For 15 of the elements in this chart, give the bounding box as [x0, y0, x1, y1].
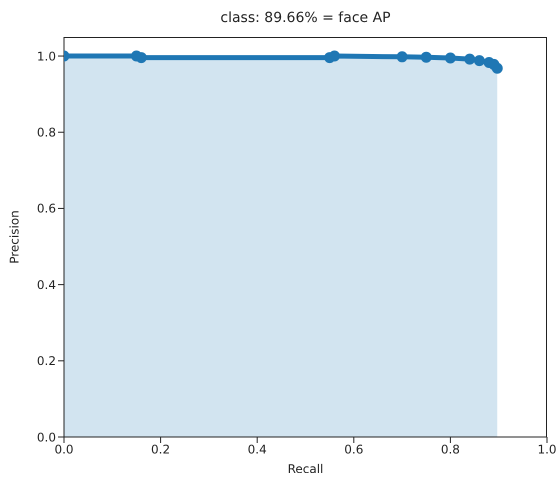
x-tick-label: 0.8 — [440, 442, 460, 457]
x-axis-title: Recall — [288, 462, 324, 476]
y-axis-title: Precision — [7, 210, 22, 264]
y-tick-label: 0.6 — [36, 202, 56, 216]
x-tick-label: 0.0 — [54, 442, 74, 457]
x-tick-label: 0.6 — [344, 442, 364, 457]
y-tick-label: 0.0 — [36, 430, 56, 444]
chart-title: class: 89.66% = face AP — [219, 10, 392, 26]
y-tick-label: 0.2 — [36, 354, 56, 368]
x-tick-label: 0.2 — [151, 442, 170, 457]
x-tick-label: 1.0 — [537, 442, 557, 457]
y-tick-label: 1.0 — [36, 49, 56, 64]
x-tick-label: 0.4 — [248, 442, 267, 457]
y-tick-label: 0.4 — [36, 278, 56, 292]
y-tick-label: 0.8 — [36, 126, 56, 140]
